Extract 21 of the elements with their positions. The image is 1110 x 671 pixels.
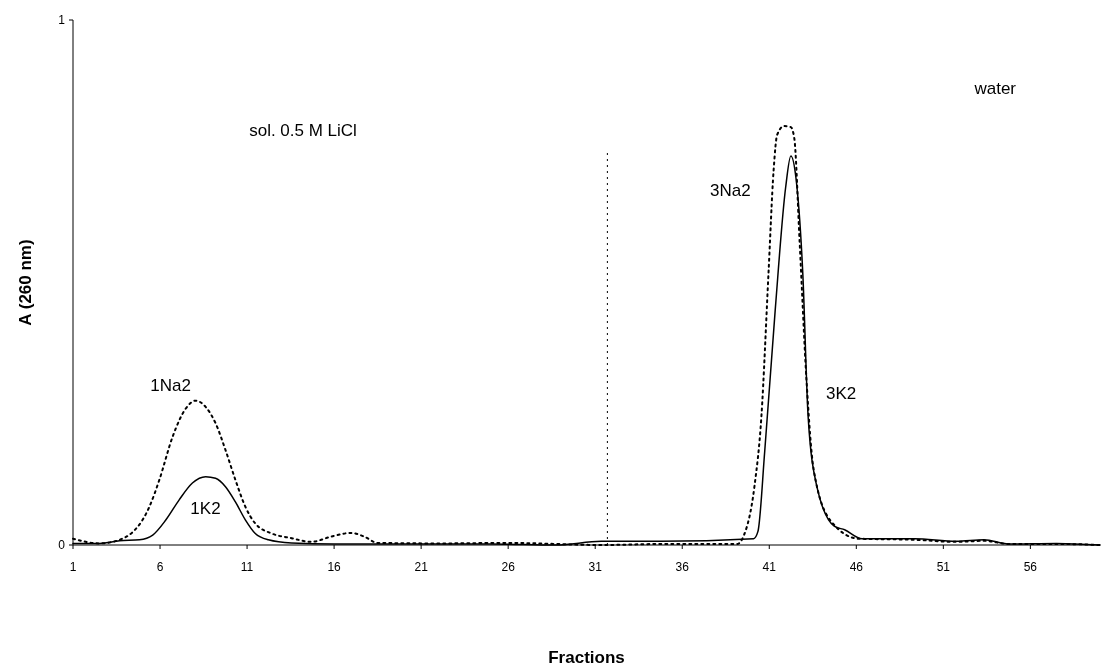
- x-tick-label: 56: [1023, 560, 1038, 574]
- x-tick-label: 26: [501, 560, 516, 574]
- x-tick-label: 21: [414, 560, 429, 574]
- x-axis-title: Fractions: [548, 648, 625, 667]
- y-axis-title: A (260 nm): [16, 239, 35, 326]
- annotation: 1K2: [190, 499, 221, 519]
- annotation: water: [973, 79, 1017, 99]
- x-tick-label: 16: [327, 560, 342, 574]
- y-tick-label: 0: [58, 538, 66, 553]
- x-tick-label: 41: [762, 560, 777, 574]
- annotation: 3Na2: [709, 180, 751, 200]
- x-tick-label: 6: [156, 560, 164, 574]
- annotation: 3K2: [826, 383, 857, 403]
- annotation: sol. 0.5 M LiCl: [249, 121, 357, 141]
- x-tick-label: 31: [588, 560, 603, 574]
- annotation: 1Na2: [150, 375, 191, 395]
- x-tick-label: 1: [69, 560, 77, 574]
- x-tick-label: 11: [240, 560, 254, 574]
- x-tick-label: 36: [675, 560, 690, 574]
- x-tick-label: 51: [936, 560, 951, 574]
- x-tick-label: 46: [849, 560, 864, 574]
